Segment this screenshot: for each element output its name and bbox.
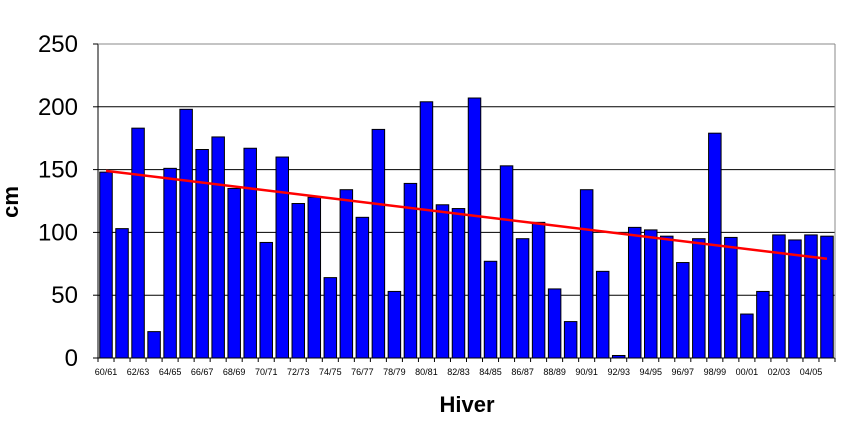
- x-tick-label: 78/79: [383, 367, 406, 377]
- bar-62-63: [131, 127, 145, 359]
- bar-66-67: [195, 149, 209, 359]
- bar-73-74: [307, 196, 322, 359]
- bar-61-62: [115, 228, 129, 359]
- bar-82-83: [451, 208, 466, 359]
- bars: [99, 97, 834, 359]
- x-tick-label: 66/67: [191, 367, 214, 377]
- bar-78-79: [387, 290, 402, 359]
- bar-86-87: [515, 238, 530, 359]
- bar-99-00: [724, 236, 738, 359]
- x-tick-label: 88/89: [543, 367, 566, 377]
- x-tick-label: 84/85: [479, 367, 502, 377]
- x-tick-label: 98/99: [704, 367, 727, 377]
- bar-65-66: [179, 108, 193, 359]
- y-tick-label: 100: [38, 219, 78, 246]
- bar-03-04: [788, 239, 802, 359]
- bar-77-78: [371, 128, 386, 359]
- bar-05-06: [820, 235, 834, 359]
- x-tick-label: 92/93: [607, 367, 630, 377]
- y-tick-label: 150: [38, 157, 78, 184]
- bar-80-81: [419, 101, 434, 359]
- bar-88-89: [547, 288, 562, 359]
- x-tick-label: 94/95: [639, 367, 662, 377]
- x-tick-label: 00/01: [736, 367, 759, 377]
- bar-70-71: [259, 241, 273, 359]
- bar-83-84: [467, 97, 482, 359]
- x-tick-label: 04/05: [800, 367, 823, 377]
- x-tick-label: 62/63: [127, 367, 150, 377]
- bar-68-69: [227, 187, 241, 359]
- x-tick-label: 80/81: [415, 367, 438, 377]
- bar-95-96: [660, 235, 674, 359]
- x-tick-label: 70/71: [255, 367, 278, 377]
- x-tick-label: 64/65: [159, 367, 182, 377]
- bar-87-88: [531, 221, 546, 359]
- bar-89-90: [563, 321, 578, 359]
- bar-71-72: [275, 156, 289, 359]
- y-tick-label: 50: [51, 282, 78, 309]
- y-tick-label: 200: [38, 94, 78, 121]
- x-tick-label: 68/69: [223, 367, 246, 377]
- x-tick-label: 76/77: [351, 367, 374, 377]
- bar-93-94: [627, 226, 642, 359]
- bar-74-75: [323, 277, 338, 359]
- bar-63-64: [147, 331, 161, 359]
- x-tick-label: 90/91: [575, 367, 598, 377]
- bar-00-01: [740, 313, 754, 359]
- bar-85-86: [499, 165, 514, 359]
- bar-97-98: [692, 238, 706, 359]
- x-tick-label: 60/61: [95, 367, 118, 377]
- bar-90-91: [579, 189, 594, 359]
- bar-81-82: [435, 204, 450, 359]
- bar-75-76: [339, 189, 354, 359]
- x-tick-label: 96/97: [672, 367, 695, 377]
- bar-69-70: [243, 147, 257, 359]
- x-axis-title: Hiver: [439, 392, 494, 417]
- x-tick-label: 02/03: [768, 367, 791, 377]
- bar-64-65: [163, 167, 177, 359]
- trendline: [105, 169, 828, 261]
- bar-01-02: [756, 290, 770, 359]
- trendline-layer: [105, 169, 828, 261]
- x-tick-labels: 60/61 62/63 64/65 66/67 68/69 70/71 72/73 74/75…: [95, 358, 836, 377]
- bar-60-61: [99, 171, 113, 359]
- bar-91-92: [595, 270, 610, 359]
- x-tick-label: 74/75: [319, 367, 342, 377]
- bar-84-85: [483, 260, 498, 359]
- x-tick-label: 82/83: [447, 367, 470, 377]
- x-tick-label: 86/87: [511, 367, 534, 377]
- bar-94-95: [644, 229, 658, 359]
- y-tick-label: 0: [65, 345, 78, 372]
- y-tick-labels: 0 50 100 150 200 250: [38, 31, 98, 372]
- bar-72-73: [291, 203, 306, 359]
- bar-76-77: [355, 216, 370, 359]
- y-tick-label: 250: [38, 31, 78, 58]
- bar-96-97: [676, 262, 690, 359]
- y-axis-title: cm: [0, 186, 23, 218]
- bar-04-05: [804, 234, 818, 359]
- bar-67-68: [211, 136, 225, 359]
- x-tick-label: 72/73: [287, 367, 310, 377]
